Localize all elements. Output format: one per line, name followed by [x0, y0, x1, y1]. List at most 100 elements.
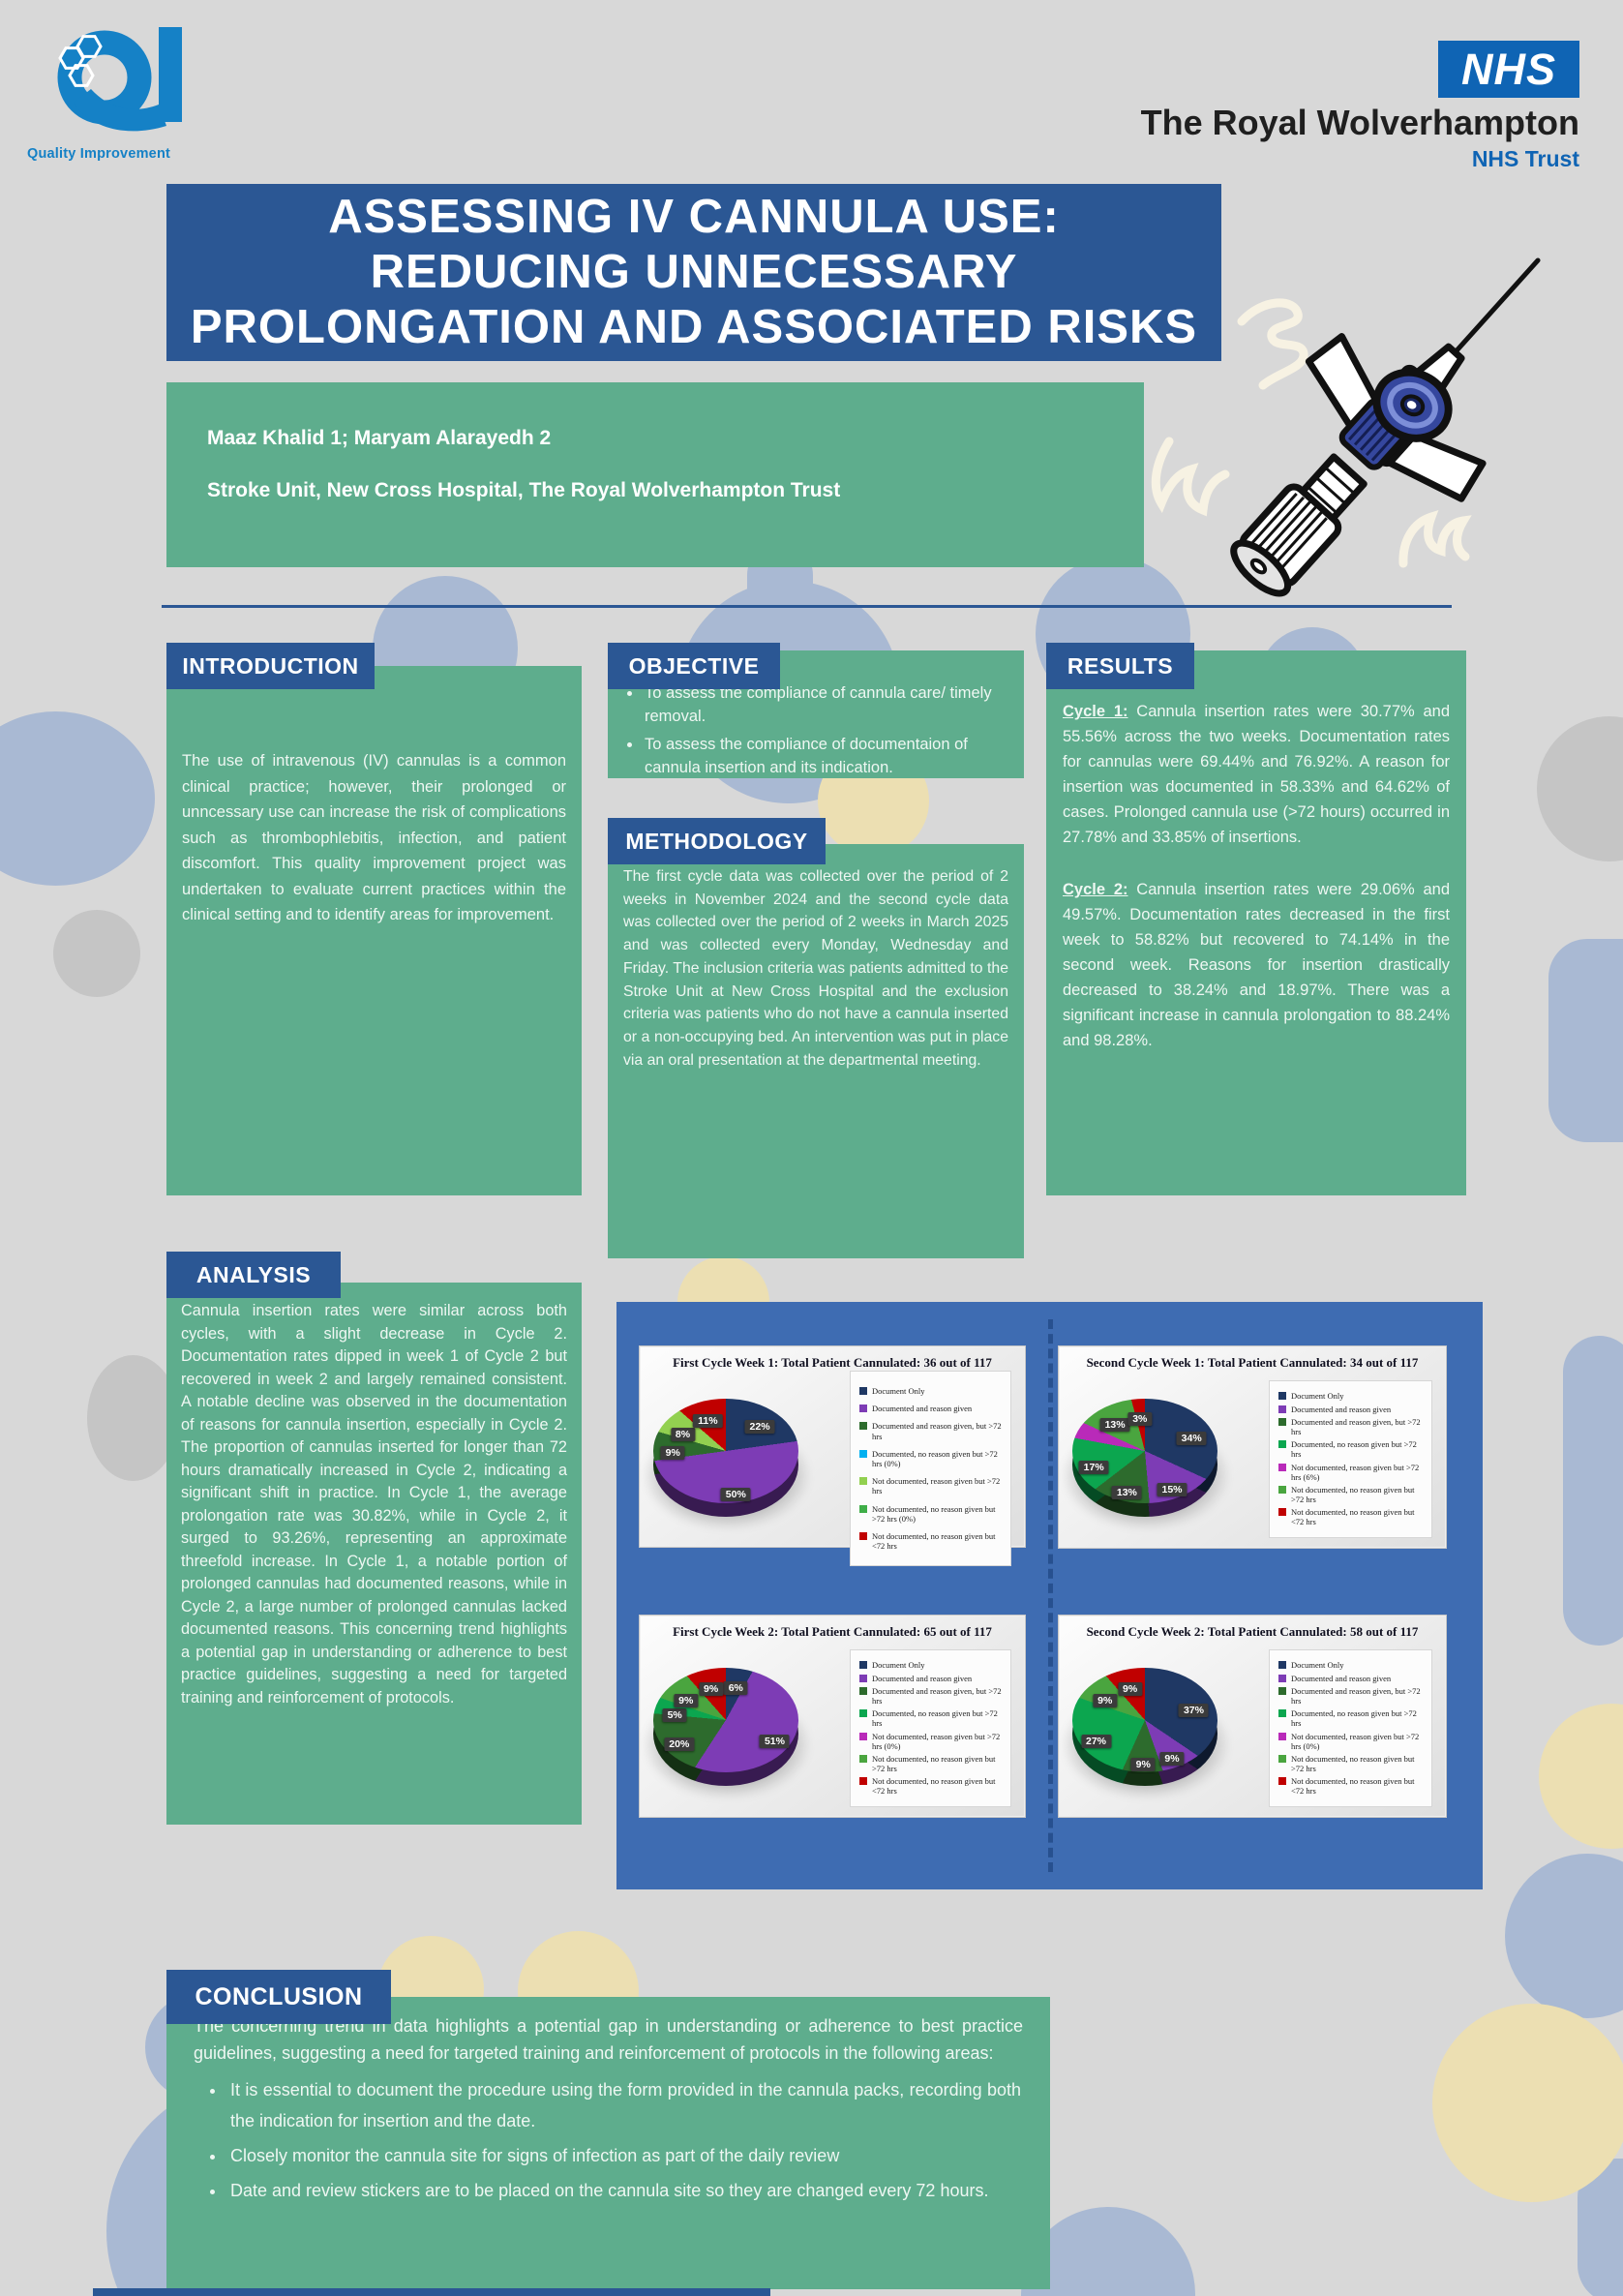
legend-swatch-icon — [859, 1387, 867, 1395]
legend-item: Documented and reason given, but >72 hrs — [1278, 1417, 1423, 1436]
divider-rule — [162, 605, 1452, 608]
iv-cannula-illustration — [1151, 257, 1541, 597]
legend-swatch-icon — [1278, 1661, 1286, 1670]
legend-swatch-icon — [859, 1531, 867, 1540]
pie-slice-label: 3% — [1127, 1411, 1153, 1426]
legend-item: Not documented, reason given but >72 hrs — [859, 1476, 1002, 1495]
chart-title: Second Cycle Week 2: Total Patient Cannu… — [1086, 1624, 1419, 1639]
pie-chart-second-cycle-week2: Second Cycle Week 2: Total Patient Cannu… — [1058, 1615, 1447, 1818]
pie-chart-first-cycle-week1: First Cycle Week 1: Total Patient Cannul… — [639, 1345, 1026, 1567]
legend-item: Not documented, reason given but >72 hrs… — [1278, 1463, 1423, 1482]
legend-item: Documented and reason given — [859, 1674, 1002, 1683]
pie-slice-label: 5% — [662, 1707, 687, 1722]
pie-slice-label: 9% — [1093, 1693, 1118, 1707]
section-heading-methodology: METHODOLOGY — [608, 818, 826, 864]
legend-item: Not documented, no reason given but <72 … — [859, 1531, 1002, 1551]
qi-logo-icon — [57, 27, 182, 132]
decorative-blob — [1548, 939, 1623, 1142]
decorative-blob — [87, 1355, 179, 1481]
squiggle-icon — [1398, 509, 1472, 568]
chart-title: First Cycle Week 1: Total Patient Cannul… — [673, 1355, 992, 1370]
pie-slice-label: 13% — [1099, 1418, 1130, 1433]
pie-slice-label: 9% — [1159, 1752, 1185, 1767]
cycle1-text: Cannula insertion rates were 30.77% and … — [1063, 703, 1450, 846]
cycle1-label: Cycle 1: — [1063, 703, 1128, 720]
section-heading-analysis: ANALYSIS — [166, 1252, 341, 1298]
conclusion-box: The concerning trend in data highlights … — [166, 1997, 1050, 2289]
methodology-box: The first cycle data was collected over … — [608, 844, 1024, 1258]
legend-item: Document Only — [1278, 1391, 1423, 1401]
section-heading-objective: OBJECTIVE — [608, 643, 780, 689]
legend-item: Documented, no reason given but >72 hrs … — [859, 1449, 1002, 1468]
decorative-blob — [1505, 1854, 1623, 2018]
pie-slice-label: 27% — [1081, 1734, 1112, 1748]
legend-swatch-icon — [859, 1674, 867, 1682]
legend-swatch-icon — [859, 1754, 867, 1763]
bottom-accent-bar — [93, 2288, 770, 2296]
qi-logo: Quality Improvement — [27, 10, 235, 162]
pie-slice-label: 34% — [1176, 1431, 1207, 1445]
pie-slice-label: 9% — [1130, 1757, 1156, 1771]
pie-slice-label: 37% — [1178, 1704, 1209, 1718]
list-item: Closely monitor the cannula site for sig… — [226, 2140, 1021, 2171]
legend-swatch-icon — [1278, 1405, 1286, 1413]
nhs-logo: NHS — [1438, 41, 1579, 98]
pie-slice-label: 13% — [1111, 1486, 1142, 1500]
legend-item: Not documented, no reason given but <72 … — [1278, 1776, 1423, 1796]
legend-item: Not documented, reason given but >72 hrs… — [859, 1732, 1002, 1751]
squiggle-icon — [1237, 298, 1308, 390]
pie-chart: 34% 15% 13% 17% 13% 3% — [1059, 1371, 1267, 1548]
legend-swatch-icon — [1278, 1686, 1286, 1695]
pie-slice-label: 11% — [693, 1413, 723, 1428]
decorative-blob — [0, 711, 155, 886]
cycle2-label: Cycle 2: — [1063, 881, 1128, 898]
pie-slice-label: 9% — [674, 1693, 699, 1707]
introduction-box: The use of intravenous (IV) cannulas is … — [166, 666, 582, 1195]
pie-chart-second-cycle-week1: Second Cycle Week 1: Total Patient Cannu… — [1058, 1345, 1447, 1549]
section-heading-results: RESULTS — [1046, 643, 1194, 689]
pie-slice-label: 17% — [1078, 1461, 1109, 1475]
legend-swatch-icon — [1278, 1485, 1286, 1494]
nhs-organisation: The Royal Wolverhampton — [1140, 103, 1579, 142]
list-item: Date and review stickers are to be place… — [226, 2175, 1021, 2206]
pie-slice-label: 6% — [723, 1681, 748, 1696]
chart-legend: Document Only Documented and reason given… — [1269, 1649, 1432, 1807]
chart-title: First Cycle Week 2: Total Patient Cannul… — [673, 1624, 992, 1639]
authors-box: Maaz Khalid 1; Maryam Alarayedh 2 Stroke… — [166, 382, 1144, 567]
legend-item: Documented and reason given, but >72 hrs — [1278, 1686, 1423, 1706]
section-heading-introduction: INTRODUCTION — [166, 643, 375, 689]
list-item: To assess the compliance of documentaion… — [643, 733, 1007, 779]
methodology-body: The first cycle data was collected over … — [623, 868, 1008, 1069]
legend-swatch-icon — [1278, 1777, 1286, 1786]
list-item: It is essential to document the procedur… — [226, 2074, 1021, 2136]
analysis-box: Cannula insertion rates were similar acr… — [166, 1283, 582, 1825]
legend-item: Not documented, no reason given but >72 … — [859, 1504, 1002, 1524]
qi-caption: Quality Improvement — [27, 146, 171, 162]
legend-item: Documented and reason given — [1278, 1674, 1423, 1683]
legend-swatch-icon — [859, 1405, 867, 1413]
decorative-blob — [1539, 1704, 1623, 1849]
legend-swatch-icon — [859, 1777, 867, 1786]
decorative-blob — [1563, 1336, 1623, 1646]
pie-slice-label: 50% — [720, 1487, 751, 1501]
results-cycle1: Cycle 1: Cannula insertion rates were 30… — [1046, 650, 1466, 850]
chart-legend: Document Only Documented and reason given… — [850, 1371, 1011, 1567]
poster-title-banner: ASSESSING IV CANNULA USE: REDUCING UNNEC… — [166, 184, 1221, 361]
legend-swatch-icon — [1278, 1392, 1286, 1401]
legend-swatch-icon — [859, 1477, 867, 1486]
decorative-blob — [1432, 2004, 1623, 2202]
pie-chart: 22% 50% 9% 8% 11% — [640, 1371, 848, 1547]
pie-chart: 6% 51% 20% 5% 9% 9% — [640, 1640, 848, 1817]
pie-slice-label: 8% — [670, 1427, 696, 1441]
legend-swatch-icon — [859, 1422, 867, 1431]
dashed-divider — [1048, 1319, 1053, 1872]
legend-item: Not documented, no reason given but >72 … — [1278, 1485, 1423, 1504]
nhs-trust-label: NHS Trust — [1471, 146, 1579, 171]
legend-item: Not documented, reason given but >72 hrs… — [1278, 1732, 1423, 1751]
legend-swatch-icon — [859, 1709, 867, 1718]
legend-swatch-icon — [859, 1504, 867, 1513]
legend-swatch-icon — [1278, 1440, 1286, 1449]
title-line-3: PROLONGATION AND ASSOCIATED RISKS — [190, 301, 1198, 353]
chart-title: Second Cycle Week 1: Total Patient Cannu… — [1086, 1355, 1419, 1370]
legend-swatch-icon — [1278, 1754, 1286, 1763]
